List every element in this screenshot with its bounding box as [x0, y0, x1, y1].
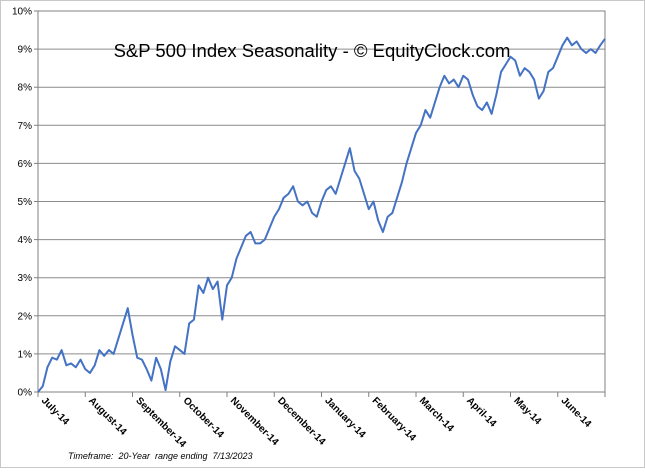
y-tick-label: 7%: [18, 121, 33, 132]
y-tick-label: 6%: [18, 159, 33, 170]
x-tick-label: August-14: [86, 395, 129, 438]
footer-note: Timeframe: 20-Year range ending 7/13/202…: [68, 451, 253, 461]
x-tick-label: January-14: [322, 395, 367, 440]
x-tick-label: March-14: [417, 395, 456, 434]
x-tick-label: June-14: [559, 395, 594, 430]
footer-text: 20-Year range ending 7/13/2023: [118, 451, 253, 461]
y-tick-label: 2%: [18, 311, 33, 322]
y-tick-label: 9%: [18, 45, 33, 56]
x-tick-label: July-14: [39, 395, 71, 427]
y-tick-label: 8%: [18, 83, 33, 94]
series-group: [37, 36, 606, 393]
y-tick-label: 3%: [18, 273, 33, 284]
y-tick-label: 10%: [12, 7, 32, 18]
x-tick-label: April-14: [464, 395, 498, 429]
y-tick-label: 1%: [18, 349, 33, 360]
x-tick-label: December-14: [275, 395, 328, 448]
x-tick-label: May-14: [511, 395, 543, 427]
y-axis: 0% 1% 2% 3% 4% 5% 6% 7% 8% 9% 10%: [12, 7, 38, 399]
y-tick-label: 5%: [18, 197, 33, 208]
chart-title: S&P 500 Index Seasonality - © EquityCloc…: [114, 40, 511, 61]
x-tick-label: September-14: [133, 395, 188, 450]
y-tick-label: 0%: [18, 388, 33, 399]
x-tick-label: February-14: [370, 395, 419, 444]
y-tick-label: 4%: [18, 235, 33, 246]
x-tick-label: October-14: [181, 395, 226, 440]
x-tick-label: November-14: [228, 395, 281, 448]
series-line-0: [37, 36, 606, 393]
footer-label: Timeframe:: [68, 451, 114, 461]
